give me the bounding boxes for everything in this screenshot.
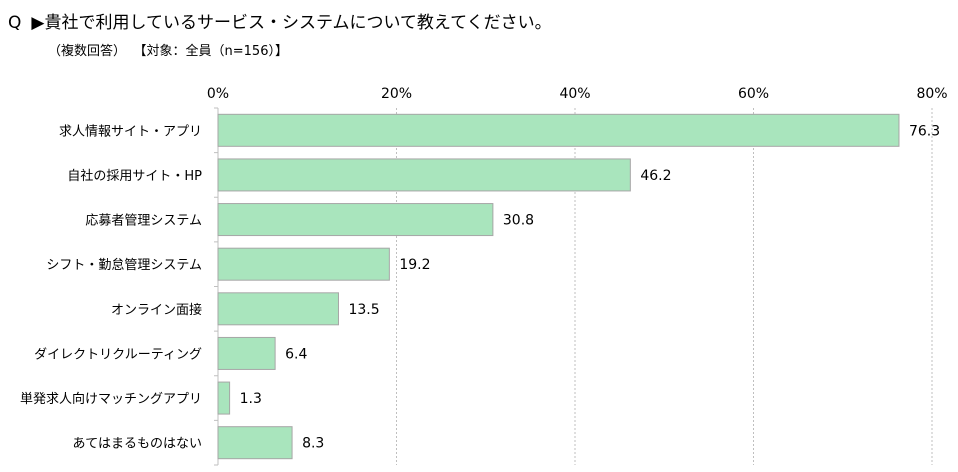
data-label: 1.3 <box>240 391 262 407</box>
question-text: ▶貴社で利用しているサービス・システムについて教えてください。 <box>31 13 552 33</box>
question-prefix: Q <box>8 13 22 33</box>
bar <box>217 336 276 370</box>
question-title: Q ▶貴社で利用しているサービス・システムについて教えてください。 <box>8 8 552 33</box>
category-label: 求人情報サイト・アプリ <box>59 124 202 139</box>
question-note: （複数回答） 【対象：全員（n=156）】 <box>48 40 288 59</box>
x-tick-label: 60% <box>738 86 769 102</box>
category-label: あてはまるものはない <box>73 437 202 452</box>
data-label: 30.8 <box>503 213 534 229</box>
bar <box>217 381 231 415</box>
data-label: 6.4 <box>285 346 307 362</box>
note-multiple-answer: （複数回答） <box>48 44 127 59</box>
category-label: シフト・勤怠管理システム <box>46 257 202 273</box>
x-tick-label: 80% <box>916 86 947 102</box>
category-label: ダイレクトリクルーティング <box>34 347 202 362</box>
x-tick-label: 20% <box>381 86 412 102</box>
data-label: 46.2 <box>640 168 671 184</box>
bar <box>217 247 390 281</box>
category-label: オンライン面接 <box>111 302 202 318</box>
x-tick-label: 0% <box>207 86 229 102</box>
bar <box>217 426 293 460</box>
data-label: 13.5 <box>348 302 379 318</box>
category-label: 自社の採用サイト・HP <box>67 168 202 184</box>
bar <box>217 203 494 237</box>
note-target: 【対象：全員（n=156）】 <box>140 44 288 59</box>
category-label: 応募者管理システム <box>85 214 202 229</box>
bar <box>217 158 631 192</box>
bar <box>217 292 339 326</box>
category-label: 単発求人向けマッチングアプリ <box>20 391 202 407</box>
bar <box>217 113 900 147</box>
data-label: 8.3 <box>302 436 324 452</box>
data-label: 76.3 <box>909 123 940 139</box>
x-tick-label: 40% <box>559 86 590 102</box>
data-label: 19.2 <box>399 257 430 273</box>
